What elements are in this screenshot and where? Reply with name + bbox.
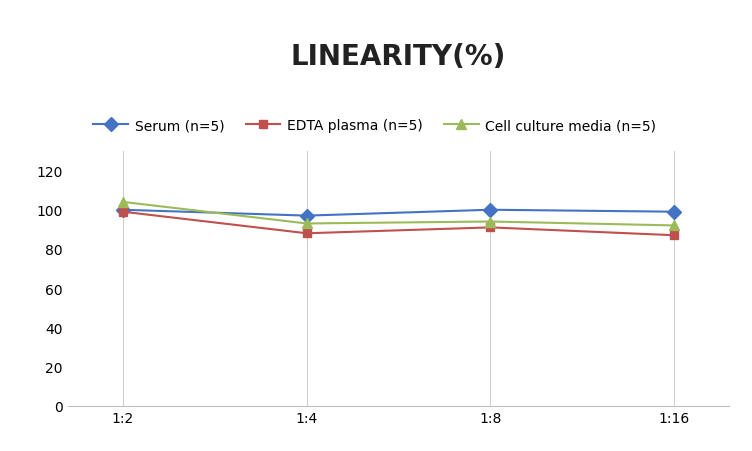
Line: Serum (n=5): Serum (n=5): [118, 205, 679, 221]
Serum (n=5): [670, 210, 679, 215]
Serum (n=5): [118, 207, 127, 213]
Serum (n=5): [486, 207, 495, 213]
Legend: Serum (n=5), EDTA plasma (n=5), Cell culture media (n=5): Serum (n=5), EDTA plasma (n=5), Cell cul…: [88, 114, 662, 138]
EDTA plasma (n=5): [302, 231, 311, 236]
EDTA plasma (n=5): [670, 233, 679, 239]
Text: LINEARITY(%): LINEARITY(%): [291, 43, 506, 71]
Cell culture media (n=5): [670, 223, 679, 229]
Line: EDTA plasma (n=5): EDTA plasma (n=5): [119, 208, 678, 240]
Cell culture media (n=5): [486, 219, 495, 225]
Serum (n=5): [302, 213, 311, 219]
EDTA plasma (n=5): [486, 225, 495, 230]
Line: Cell culture media (n=5): Cell culture media (n=5): [118, 198, 679, 231]
Cell culture media (n=5): [302, 221, 311, 227]
Cell culture media (n=5): [118, 200, 127, 205]
EDTA plasma (n=5): [118, 210, 127, 215]
